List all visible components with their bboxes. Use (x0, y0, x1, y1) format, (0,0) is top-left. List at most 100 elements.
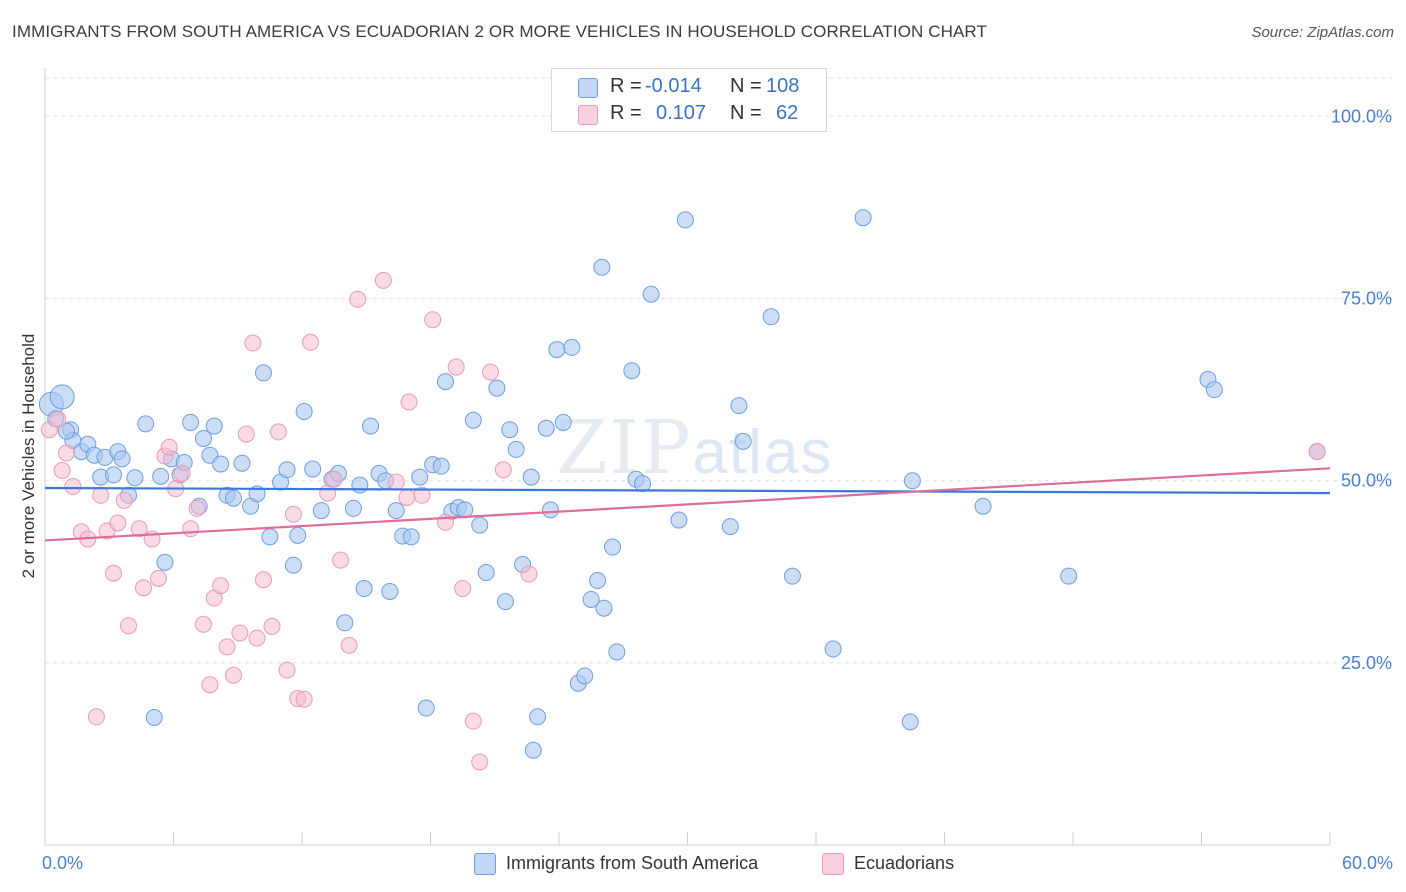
point-ecuadorians (295, 690, 313, 708)
point-ecuadorians (471, 753, 489, 771)
point-immigrants (355, 580, 373, 598)
point-immigrants (261, 528, 279, 546)
point-immigrants (436, 373, 454, 391)
point-immigrants (137, 415, 155, 433)
point-ecuadorians (269, 423, 287, 441)
point-immigrants (304, 460, 322, 478)
point-immigrants (721, 518, 739, 536)
point-immigrants (676, 211, 694, 229)
point-immigrants (974, 497, 992, 515)
legend-row-ecuadorians: R = 0.107 N = 62 (552, 101, 826, 127)
point-ecuadorians (340, 636, 358, 654)
bottom-legend-ecuadorians: Ecuadorians (822, 852, 982, 876)
point-immigrants (471, 516, 489, 534)
correlation-legend: R = -0.014 N = 108 R = 0.107 N = 62 (551, 68, 827, 132)
point-ecuadorians (87, 708, 105, 726)
point-immigrants (49, 384, 75, 410)
point-ecuadorians (115, 491, 133, 509)
point-immigrants (903, 472, 921, 490)
point-immigrants (623, 362, 641, 380)
point-ecuadorians (520, 565, 538, 583)
tick-labels: 25.0% 50.0% 75.0% 100.0% 0.0% 60.0% (42, 106, 1393, 873)
point-immigrants (113, 450, 131, 468)
point-immigrants (194, 429, 212, 447)
point-immigrants (522, 468, 540, 486)
point-ecuadorians (349, 290, 367, 308)
point-immigrants (1205, 381, 1223, 399)
point-immigrants (507, 440, 525, 458)
point-immigrants (854, 209, 872, 227)
point-ecuadorians (188, 499, 206, 517)
bottom-legend-label: Immigrants from South America (506, 853, 759, 873)
point-ecuadorians (254, 571, 272, 589)
point-immigrants (488, 379, 506, 397)
point-immigrants (541, 501, 559, 519)
point-immigrants (411, 468, 429, 486)
point-immigrants (548, 341, 566, 359)
watermark: ZIPatlas (556, 405, 833, 491)
point-ecuadorians (374, 271, 392, 289)
point-ecuadorians (182, 520, 200, 538)
y-axis-label: 2 or more Vehicles in Household (19, 334, 38, 579)
point-ecuadorians (248, 629, 266, 647)
trend-line-ecuadorians (44, 467, 1331, 542)
point-immigrants (105, 466, 123, 484)
point-immigrants (824, 640, 842, 658)
watermark-atlas: atlas (692, 418, 834, 487)
point-ecuadorians (398, 488, 416, 506)
legend-r-value: -0.014 (645, 75, 702, 97)
legend-r-value: 0.107 (656, 102, 707, 124)
point-immigrants (233, 454, 251, 472)
point-immigrants (582, 590, 600, 608)
point-immigrants (126, 469, 144, 487)
point-immigrants (336, 614, 354, 632)
point-ecuadorians (173, 464, 191, 482)
point-immigrants (762, 308, 780, 326)
x-tick-label: 0.0% (42, 853, 83, 873)
point-immigrants (284, 556, 302, 574)
legend-n-value: 62 (776, 102, 799, 124)
point-immigrants (362, 417, 380, 435)
watermark-zip: ZIP (556, 405, 693, 491)
series-immigrants-points (38, 209, 1326, 759)
point-ecuadorians (481, 363, 499, 381)
point-ecuadorians (201, 676, 219, 694)
point-immigrants (152, 467, 170, 485)
point-ecuadorians (120, 617, 138, 635)
point-immigrants (634, 475, 652, 493)
point-immigrants (670, 511, 688, 529)
point-immigrants (563, 338, 581, 356)
point-ecuadorians (244, 334, 262, 352)
point-immigrants (387, 502, 405, 520)
source-label: Source: ZipAtlas.com (1251, 24, 1394, 41)
legend-swatch-blue (578, 78, 598, 98)
point-ecuadorians (494, 461, 512, 479)
point-ecuadorians (57, 444, 75, 462)
legend-n-label: N = (730, 75, 762, 97)
point-ecuadorians (1308, 443, 1326, 461)
point-immigrants (642, 285, 660, 303)
point-immigrants (312, 502, 330, 520)
point-immigrants (145, 709, 163, 726)
point-immigrants (1060, 567, 1078, 585)
point-immigrants (901, 713, 919, 731)
point-ecuadorians (464, 712, 482, 730)
point-ecuadorians (160, 438, 178, 456)
point-immigrants (254, 364, 272, 382)
point-ecuadorians (231, 624, 249, 642)
legend-n-label: N = (730, 102, 762, 124)
point-ecuadorians (224, 666, 242, 684)
legend-r-label: R = (610, 75, 642, 97)
point-immigrants (278, 461, 296, 479)
point-immigrants (344, 499, 362, 517)
point-immigrants (456, 501, 474, 519)
point-immigrants (182, 413, 200, 431)
point-immigrants (464, 411, 482, 429)
point-immigrants (402, 528, 420, 546)
legend-n-value: 108 (766, 75, 800, 97)
point-immigrants (156, 553, 174, 571)
bottom-legend-label: Ecuadorians (854, 853, 955, 873)
point-immigrants (501, 421, 519, 439)
y-tick-label: 75.0% (1341, 289, 1392, 309)
legend-row-immigrants: R = -0.014 N = 108 (552, 74, 826, 100)
